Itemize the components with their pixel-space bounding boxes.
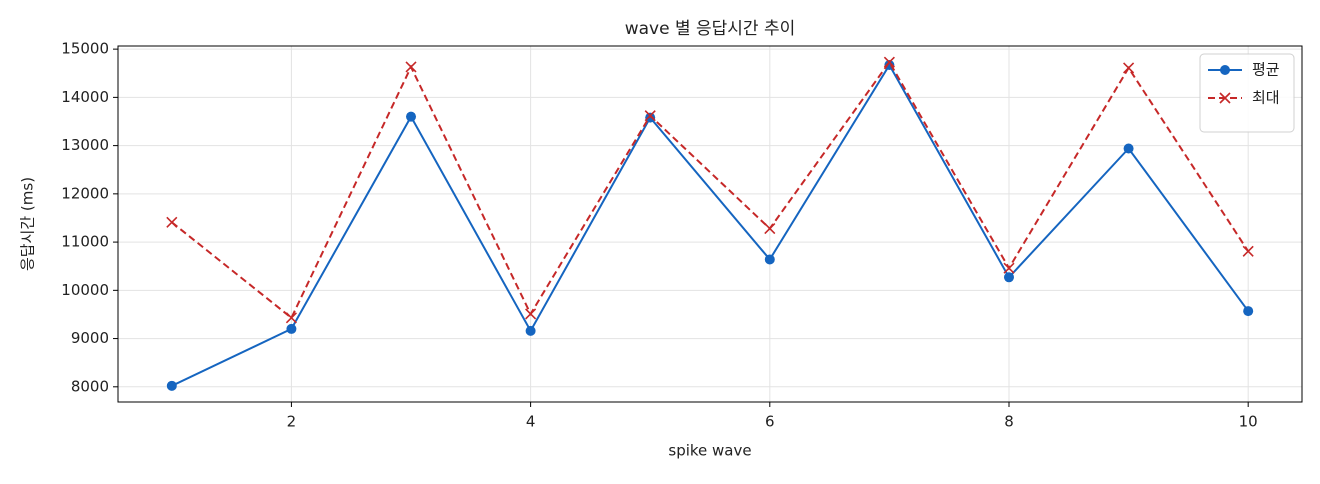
marker <box>1220 65 1230 75</box>
y-tick-label: 14000 <box>61 88 109 106</box>
marker <box>644 110 656 122</box>
x-tick-label: 10 <box>1239 413 1258 431</box>
x-tick-label: 2 <box>287 413 297 431</box>
marker <box>166 216 178 228</box>
y-tick-label: 13000 <box>61 136 109 154</box>
x-axis-label: spike wave <box>668 442 751 460</box>
y-tick-label: 12000 <box>61 184 109 202</box>
legend-label: 평균 <box>1252 61 1280 79</box>
x-tick-label: 8 <box>1004 413 1014 431</box>
x-tick-label: 4 <box>526 413 536 431</box>
series-line <box>171 63 1249 387</box>
y-tick-label: 9000 <box>71 329 109 347</box>
marker <box>525 325 536 336</box>
marker <box>1123 62 1135 74</box>
x-tick-label: 6 <box>765 413 775 431</box>
marker <box>285 312 297 324</box>
marker <box>1123 143 1134 154</box>
legend-label: 최대 <box>1252 89 1280 107</box>
y-tick-label: 11000 <box>61 233 109 251</box>
y-tick-label: 15000 <box>61 40 109 58</box>
marker <box>1003 272 1014 283</box>
marker <box>1219 92 1231 104</box>
series-line <box>171 60 1250 320</box>
chart-title: wave 별 응답시간 추이 <box>625 19 796 39</box>
marker <box>405 61 417 73</box>
y-tick-label: 10000 <box>61 281 109 299</box>
marker <box>525 308 537 320</box>
marker <box>764 254 775 265</box>
marker <box>406 111 417 122</box>
marker <box>883 56 895 68</box>
y-tick-label: 8000 <box>71 377 109 395</box>
marker <box>286 323 297 334</box>
marker <box>1242 245 1254 257</box>
plot-frame <box>117 45 1303 403</box>
marker <box>1003 262 1015 274</box>
legend-box <box>1199 53 1295 133</box>
y-axis-label: 응답시간 (ms) <box>19 177 37 271</box>
marker <box>1243 306 1254 317</box>
marker <box>764 223 776 235</box>
marker <box>166 380 177 391</box>
